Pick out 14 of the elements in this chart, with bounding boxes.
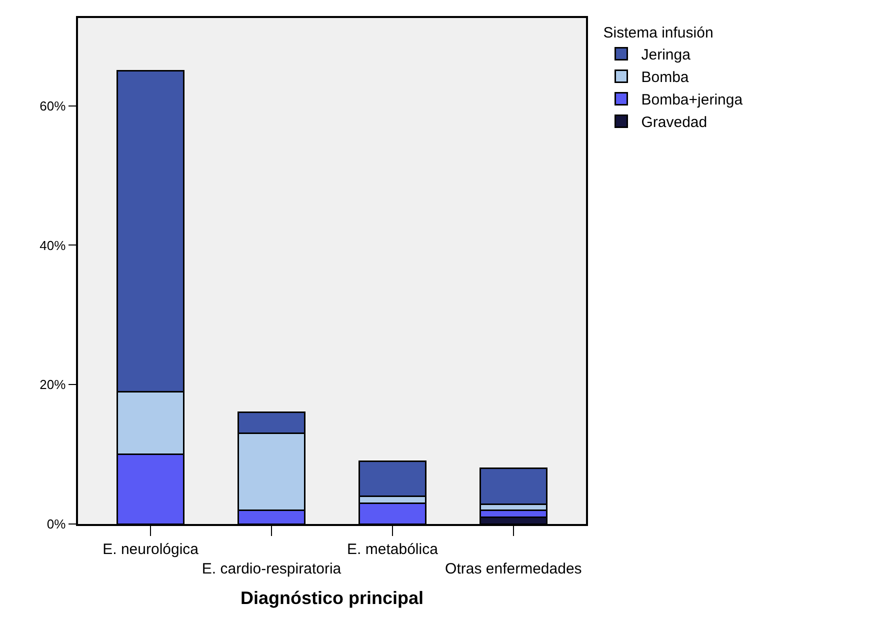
- x-tick-label: E. neurológica: [102, 540, 200, 558]
- legend-label: Jeringa: [641, 46, 692, 64]
- legend-label: Bomba: [641, 69, 690, 86]
- legend-label: Gravedad: [641, 114, 708, 132]
- y-tick-label: 0%: [46, 516, 66, 532]
- y-tick-label: 40%: [40, 238, 66, 253]
- legend-title: Sistema infusión: [603, 24, 714, 42]
- x-tick-label: Otras enfermedades: [445, 560, 582, 578]
- y-tick-label: 20%: [40, 377, 66, 392]
- x-tick-label: E. metabólica: [347, 540, 439, 558]
- x-tick-label: E. cardio-respiratoria: [202, 560, 342, 578]
- y-tick-label: 60%: [40, 98, 66, 114]
- x-axis-title: Diagnóstico principal: [240, 588, 424, 608]
- legend-label: Bomba+jeringa: [641, 92, 744, 109]
